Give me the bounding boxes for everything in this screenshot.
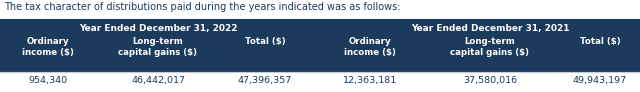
Text: 12,363,181: 12,363,181 [343,76,397,85]
Text: Year Ended December 31, 2022: Year Ended December 31, 2022 [79,23,237,32]
Text: Total ($): Total ($) [244,37,285,46]
Text: 46,442,017: 46,442,017 [131,76,185,85]
Text: 47,396,357: 47,396,357 [238,76,292,85]
Text: 49,943,197: 49,943,197 [573,76,627,85]
Text: Ordinary
income ($): Ordinary income ($) [22,37,74,57]
Text: 954,340: 954,340 [28,76,68,85]
Bar [0,19,640,72]
Text: 37,580,016: 37,580,016 [463,76,517,85]
Bar [0,72,640,92]
Text: Long-term
capital gains ($): Long-term capital gains ($) [118,37,198,57]
Text: Total ($): Total ($) [580,37,620,46]
Text: Year Ended December 31, 2021: Year Ended December 31, 2021 [411,23,569,32]
Text: Ordinary
income ($): Ordinary income ($) [344,37,396,57]
Text: The tax character of distributions paid during the years indicated was as follow: The tax character of distributions paid … [4,2,401,12]
Text: Long-term
capital gains ($): Long-term capital gains ($) [451,37,529,57]
